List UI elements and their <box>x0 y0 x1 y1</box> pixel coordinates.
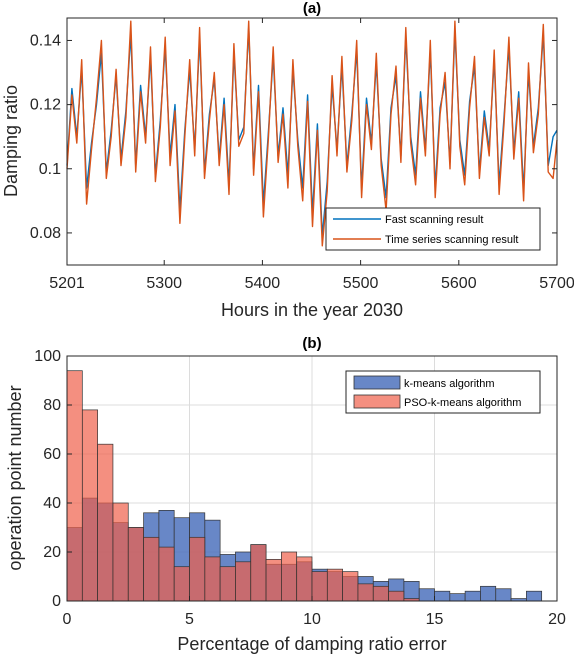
bar-pso-k-means <box>173 566 190 602</box>
ticks-b: 0 5 10 15 20 0 20 40 60 80 100 <box>34 348 566 628</box>
y-axis-label-b: operation point number <box>5 385 25 570</box>
y-axis-label-a: Damping ratio <box>1 85 21 197</box>
legend-label-k-means: k-means algorithm <box>404 378 494 390</box>
y-tick-label: 100 <box>34 348 61 365</box>
bar-k-means <box>526 590 543 602</box>
legend-label-time-series: Time series scanning result <box>385 234 518 246</box>
bar-pso-k-means <box>281 551 298 602</box>
legend-label-fast-scanning: Fast scanning result <box>385 214 483 226</box>
bar-pso-k-means <box>357 583 374 602</box>
x-tick-label: 5300 <box>146 275 182 292</box>
x-tick-label: 5600 <box>441 275 477 292</box>
bar-pso-k-means <box>250 544 267 602</box>
bar-pso-k-means <box>204 556 221 602</box>
y-tick-label: 0 <box>52 593 61 610</box>
legend-b: k-means algorithm PSO-k-means algorithm <box>345 370 541 414</box>
bar-pso-k-means <box>388 590 405 602</box>
bar-pso-k-means <box>342 571 359 602</box>
x-axis-label-a: Hours in the year 2030 <box>221 300 403 320</box>
y-tick-label: 0.12 <box>30 97 61 114</box>
bar-k-means <box>403 581 420 602</box>
bar-pso-k-means <box>112 502 129 602</box>
bar-k-means <box>464 590 481 602</box>
x-tick-label: 10 <box>303 611 321 628</box>
x-tick-label: 5500 <box>343 275 379 292</box>
chart-title-b: (b) <box>302 335 321 352</box>
bar-pso-k-means <box>143 536 160 602</box>
x-tick-label: 20 <box>548 611 566 628</box>
bar-k-means <box>449 593 466 602</box>
x-tick-label: 5 <box>185 611 194 628</box>
legend-swatch-k-means <box>353 375 401 390</box>
x-tick-label: 5700 <box>539 275 574 292</box>
x-tick-label: 5201 <box>49 275 85 292</box>
series-line-time-series <box>66 20 558 247</box>
y-tick-label: 0.08 <box>30 225 61 242</box>
bar-k-means <box>480 585 497 602</box>
bar-pso-k-means <box>97 443 114 602</box>
chart-title-a: (a) <box>303 0 321 17</box>
bar-pso-k-means <box>127 527 144 602</box>
y-tick-label: 80 <box>43 397 61 414</box>
series-group-a <box>66 20 558 247</box>
bar-pso-k-means <box>235 561 252 602</box>
bar-pso-k-means <box>296 556 313 602</box>
y-tick-label: 0.14 <box>30 32 61 49</box>
bar-pso-k-means <box>265 558 282 602</box>
bar-pso-k-means <box>81 409 98 602</box>
legend-a: Fast scanning result Time series scannin… <box>325 207 541 251</box>
bar-pso-k-means <box>189 536 206 602</box>
bar-k-means <box>495 588 512 602</box>
bar-pso-k-means <box>219 566 236 602</box>
x-axis-label-b: Percentage of damping ratio error <box>177 634 446 654</box>
y-tick-label: 20 <box>43 544 61 561</box>
x-tick-label: 5400 <box>245 275 281 292</box>
y-tick-label: 0.1 <box>39 161 61 178</box>
bar-pso-k-means <box>158 546 175 602</box>
histogram-panel-b: 0 5 10 15 20 0 20 40 60 80 100 (b) Percentage of d… <box>5 335 566 654</box>
bar-pso-k-means <box>372 585 389 602</box>
x-tick-label: 0 <box>63 611 72 628</box>
bar-pso-k-means <box>326 568 343 602</box>
bar-pso-k-means <box>311 571 328 602</box>
axes-box-a <box>66 17 558 266</box>
bar-k-means <box>434 590 451 602</box>
x-tick-label: 15 <box>426 611 444 628</box>
legend-label-pso-k-means: PSO-k-means algorithm <box>404 397 521 409</box>
legend-swatch-pso-k-means <box>353 394 401 409</box>
y-tick-label: 60 <box>43 446 61 463</box>
legend-box-a <box>325 207 541 251</box>
y-tick-label: 40 <box>43 495 61 512</box>
line-chart-panel-a: 5201 5300 5400 5500 5600 57000.080.10.120.14 … <box>1 0 574 320</box>
ticks-a: 5201 5300 5400 5500 5600 5700 0.08 0.1 0.12 0.14 <box>30 18 574 292</box>
bar-k-means <box>418 588 435 602</box>
